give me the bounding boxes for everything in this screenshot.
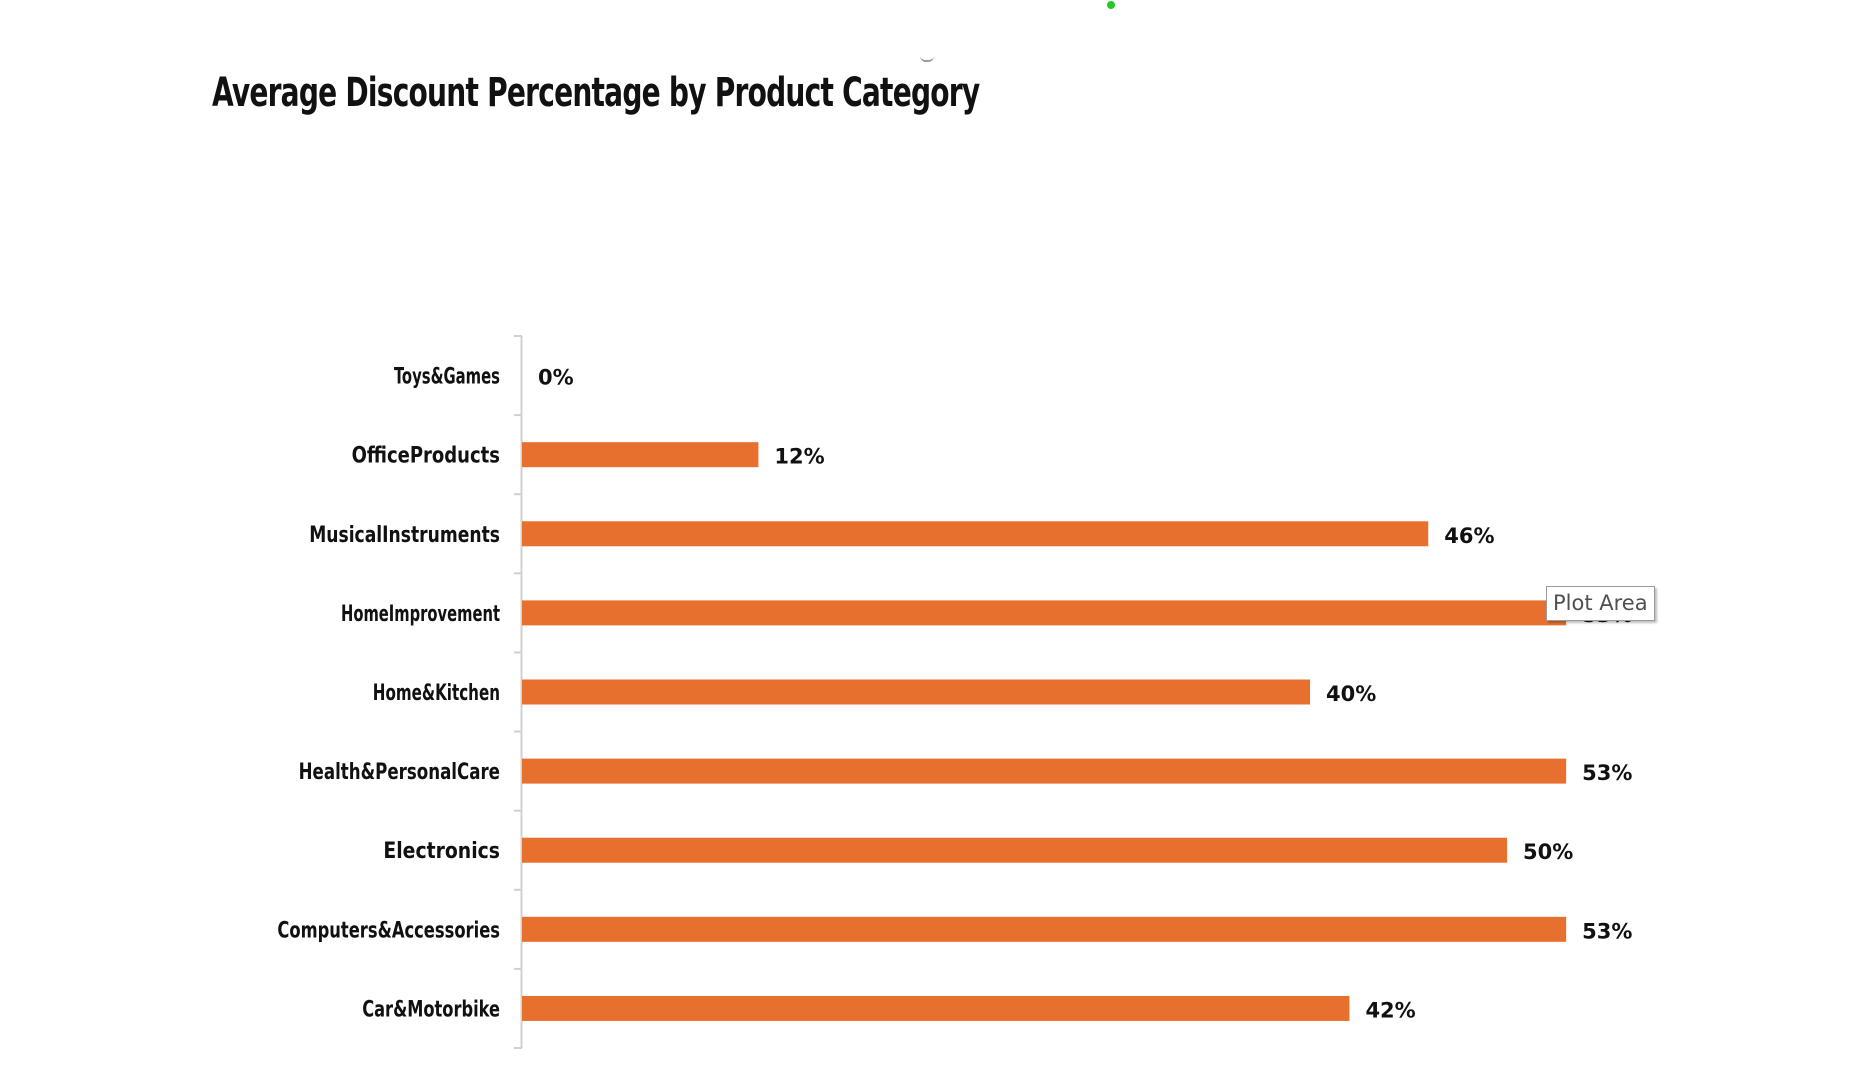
selection-handle-icon[interactable] [1107, 1, 1115, 9]
category-label: Toys&Games [394, 365, 500, 390]
data-label: 50% [1523, 840, 1573, 864]
category-label: Electronics [383, 839, 500, 864]
bar[interactable] [522, 679, 1311, 705]
category-label: Health&PersonalCare [299, 760, 500, 785]
bar[interactable] [522, 600, 1567, 626]
category-label: Computers&Accessories [277, 918, 500, 943]
bar[interactable] [522, 916, 1567, 942]
plot-area-tooltip: Plot Area [1546, 586, 1655, 621]
data-label: 46% [1444, 524, 1494, 548]
category-label: MusicalInstruments [309, 523, 500, 548]
bar[interactable] [522, 837, 1508, 863]
chart-title[interactable]: Average Discount Percentage by Product C… [212, 70, 980, 116]
category-label: Home&Kitchen [373, 681, 500, 706]
category-label: HomeImprovement [341, 602, 500, 627]
resize-handle-icon[interactable] [920, 56, 934, 62]
data-label: 42% [1365, 998, 1415, 1022]
data-label: 0% [538, 366, 574, 390]
data-label: 53% [1582, 919, 1632, 943]
bar[interactable] [522, 758, 1567, 784]
bar[interactable] [522, 995, 1350, 1021]
data-label: 40% [1326, 682, 1376, 706]
bar[interactable] [522, 521, 1429, 547]
category-label: OfficeProducts [352, 444, 500, 469]
category-label: Car&Motorbike [362, 997, 500, 1022]
bar[interactable] [522, 442, 759, 468]
data-label: 12% [774, 445, 824, 469]
data-label: 53% [1582, 761, 1632, 785]
